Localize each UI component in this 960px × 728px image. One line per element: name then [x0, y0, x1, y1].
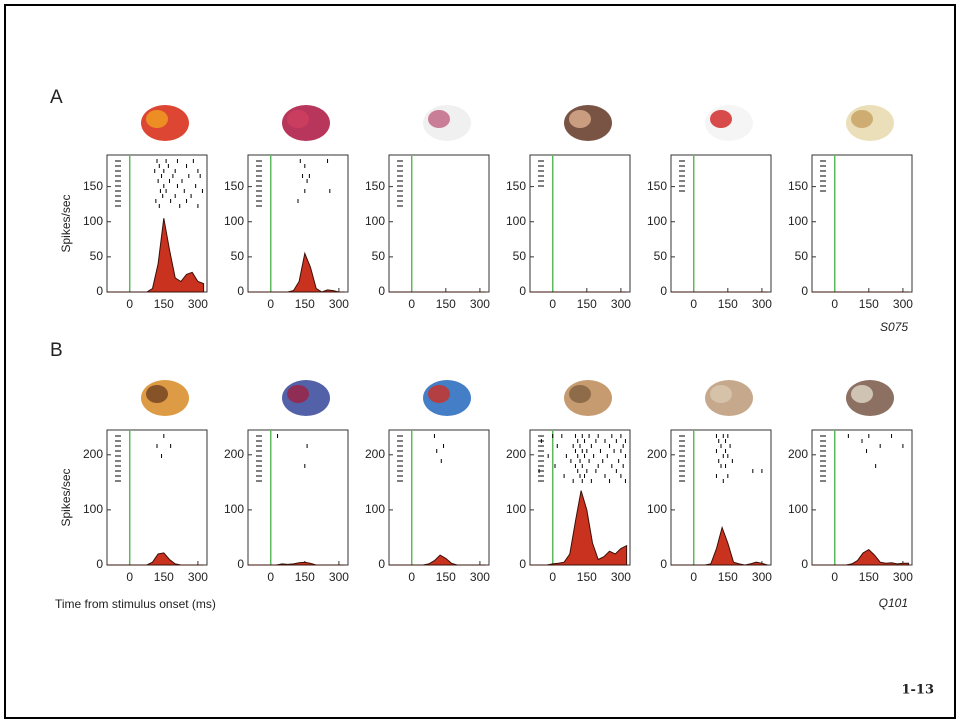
stimulus-image	[287, 110, 309, 128]
y-tick-label: 0	[237, 284, 244, 298]
cell-id: Q101	[879, 596, 908, 610]
stimulus-image	[569, 385, 591, 403]
x-tick-label: 0	[831, 297, 838, 311]
y-tick-label: 0	[96, 284, 103, 298]
y-tick-label: 0	[378, 284, 385, 298]
y-tick-label: 100	[788, 502, 808, 516]
x-tick-label: 0	[126, 297, 133, 311]
y-tick-label: 200	[83, 447, 103, 461]
x-tick-label: 300	[893, 297, 913, 311]
x-tick-label: 150	[295, 570, 315, 584]
x-tick-label: 150	[859, 570, 879, 584]
stimulus-image	[287, 385, 309, 403]
x-tick-label: 300	[470, 570, 490, 584]
x-tick-label: 0	[267, 570, 274, 584]
stimulus-image	[851, 385, 873, 403]
stimulus-image	[851, 110, 873, 128]
y-tick-label: 50	[513, 249, 527, 263]
x-tick-label: 0	[831, 570, 838, 584]
x-tick-label: 0	[267, 297, 274, 311]
y-tick-label: 0	[96, 557, 103, 571]
stimulus-image	[569, 110, 591, 128]
x-tick-label: 150	[577, 570, 597, 584]
y-tick-label: 200	[365, 447, 385, 461]
y-tick-label: 100	[647, 502, 667, 516]
y-tick-label: 150	[83, 179, 103, 193]
x-tick-label: 0	[408, 570, 415, 584]
y-tick-label: 150	[365, 179, 385, 193]
y-tick-label: 0	[801, 557, 808, 571]
x-tick-label: 150	[859, 297, 879, 311]
x-tick-label: 300	[329, 570, 349, 584]
panel-label: A	[50, 87, 63, 108]
y-tick-label: 0	[519, 284, 526, 298]
slide-number: 1-13	[901, 683, 934, 698]
panel-label: B	[50, 340, 63, 361]
x-tick-label: 150	[718, 297, 738, 311]
x-tick-label: 150	[436, 570, 456, 584]
y-tick-label: 100	[224, 502, 244, 516]
y-tick-label: 0	[519, 557, 526, 571]
cell-id: S075	[880, 320, 908, 334]
x-tick-label: 300	[752, 297, 772, 311]
y-tick-label: 200	[506, 447, 526, 461]
y-tick-label: 100	[506, 214, 526, 228]
x-tick-label: 150	[577, 297, 597, 311]
y-tick-label: 150	[506, 179, 526, 193]
y-tick-label: 100	[788, 214, 808, 228]
stimulus-image	[428, 385, 450, 403]
x-tick-label: 300	[611, 570, 631, 584]
y-tick-label: 200	[224, 447, 244, 461]
x-tick-label: 150	[718, 570, 738, 584]
y-tick-label: 100	[83, 214, 103, 228]
x-tick-label: 300	[188, 297, 208, 311]
y-tick-label: 0	[378, 557, 385, 571]
slide: A B S075 Q101 Time from stimulus onset (…	[0, 0, 960, 723]
y-tick-label: 100	[365, 502, 385, 516]
stimulus-image	[146, 385, 168, 403]
y-tick-label: 100	[506, 502, 526, 516]
x-tick-label: 150	[154, 570, 174, 584]
y-tick-label: 0	[801, 284, 808, 298]
y-tick-label: 0	[237, 557, 244, 571]
y-tick-label: 100	[83, 502, 103, 516]
x-tick-label: 150	[436, 297, 456, 311]
stimulus-image	[146, 110, 168, 128]
y-axis-label: Spikes/sec	[59, 194, 73, 252]
y-tick-label: 100	[365, 214, 385, 228]
x-tick-label: 300	[329, 297, 349, 311]
x-tick-label: 300	[188, 570, 208, 584]
x-tick-label: 0	[126, 570, 133, 584]
y-tick-label: 50	[372, 249, 386, 263]
x-tick-label: 0	[690, 570, 697, 584]
x-tick-label: 0	[690, 297, 697, 311]
y-tick-label: 50	[795, 249, 809, 263]
x-tick-label: 150	[154, 297, 174, 311]
x-tick-label: 300	[893, 570, 913, 584]
x-tick-label: 150	[295, 297, 315, 311]
y-tick-label: 100	[224, 214, 244, 228]
y-tick-label: 0	[660, 557, 667, 571]
y-tick-label: 150	[224, 179, 244, 193]
y-axis-label: Spikes/sec	[59, 468, 73, 526]
y-tick-label: 150	[788, 179, 808, 193]
x-axis-label: Time from stimulus onset (ms)	[55, 597, 216, 611]
stimulus-image	[428, 110, 450, 128]
x-tick-label: 300	[752, 570, 772, 584]
stimulus-image	[710, 110, 732, 128]
stimulus-image	[710, 385, 732, 403]
y-tick-label: 100	[647, 214, 667, 228]
x-tick-label: 300	[470, 297, 490, 311]
x-tick-label: 300	[611, 297, 631, 311]
y-tick-label: 0	[660, 284, 667, 298]
y-tick-label: 50	[654, 249, 668, 263]
x-tick-label: 0	[549, 570, 556, 584]
y-tick-label: 200	[647, 447, 667, 461]
y-tick-label: 200	[788, 447, 808, 461]
x-tick-label: 0	[408, 297, 415, 311]
y-tick-label: 150	[647, 179, 667, 193]
y-tick-label: 50	[90, 249, 104, 263]
y-tick-label: 50	[231, 249, 245, 263]
x-tick-label: 0	[549, 297, 556, 311]
